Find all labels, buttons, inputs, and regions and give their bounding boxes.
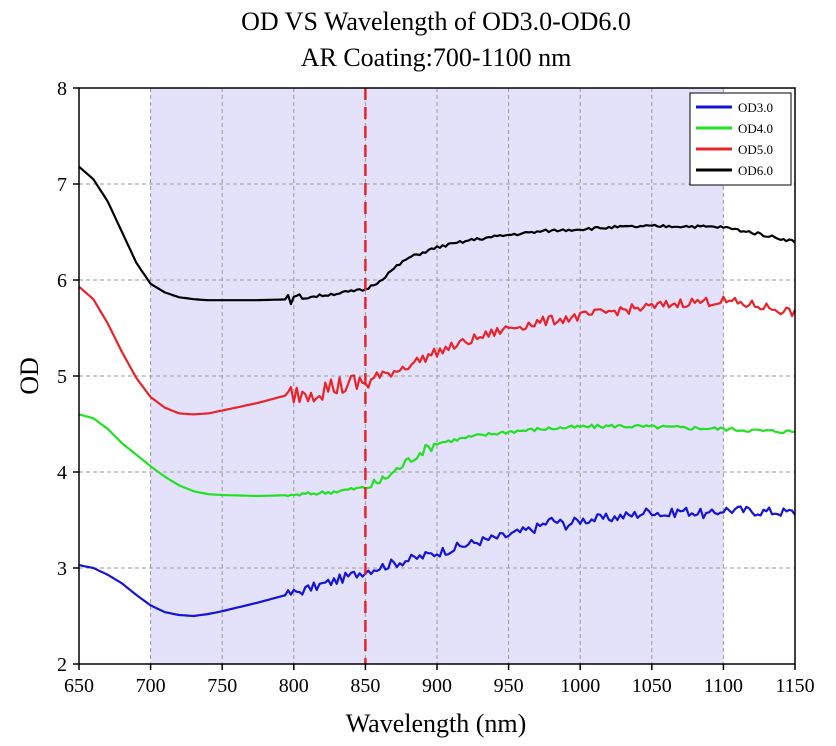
- x-axis-label: Wavelength (nm): [346, 709, 527, 738]
- series-line-od5-0: [78, 285, 797, 416]
- x-tick-label: 750: [207, 675, 237, 697]
- chart-title: OD VS Wavelength of OD3.0-OD6.0: [241, 7, 631, 36]
- legend-label: OD4.0: [738, 121, 773, 136]
- x-tick-label: 950: [494, 675, 524, 697]
- plot-area: 650 700 750 800 850 900 950 1000 1050 1100 1150 2 3 4…: [57, 78, 815, 697]
- x-tick-label: 650: [64, 675, 94, 697]
- series-line-od6-0: [78, 165, 796, 306]
- y-tick-label: 4: [57, 462, 67, 484]
- y-tick-label: 5: [57, 366, 67, 388]
- y-tick-label: 2: [57, 654, 67, 676]
- x-tick-label: 1050: [632, 675, 672, 697]
- y-axis-label: OD: [15, 357, 44, 395]
- x-tick-label: 1000: [560, 675, 600, 697]
- x-tick-label: 850: [350, 675, 380, 697]
- x-tick-label: 900: [422, 675, 452, 697]
- x-tick-label: 700: [136, 675, 166, 697]
- series-line-od3-0: [78, 505, 796, 618]
- series-line-od4-0: [78, 413, 796, 498]
- y-tick-label: 8: [57, 78, 67, 100]
- y-tick-label: 7: [57, 174, 67, 196]
- chart-subtitle: AR Coating:700-1100 nm: [301, 43, 572, 72]
- x-tick-label: 1150: [775, 675, 814, 697]
- x-tick-label: 1100: [704, 675, 743, 697]
- y-tick-label: 6: [57, 270, 67, 292]
- y-tick-label: 3: [57, 558, 67, 580]
- legend-label: OD3.0: [738, 100, 773, 115]
- legend: OD3.0 OD4.0 OD5.0 OD6.0: [689, 92, 792, 186]
- x-tick-label: 800: [279, 675, 309, 697]
- legend-label: OD6.0: [738, 163, 773, 178]
- legend-label: OD5.0: [738, 142, 773, 157]
